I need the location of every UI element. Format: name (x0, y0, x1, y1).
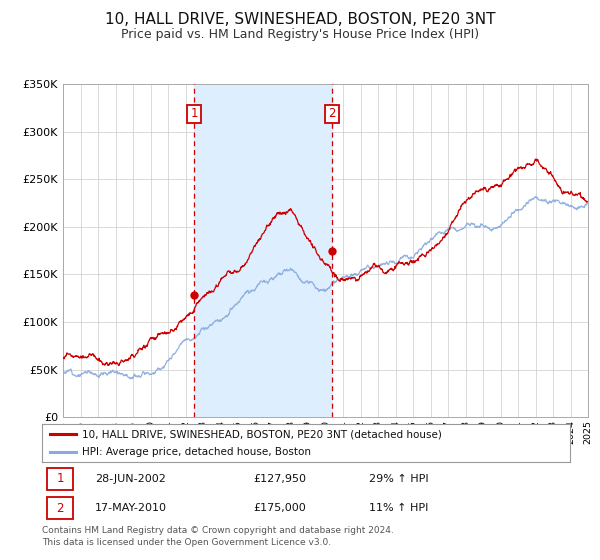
Text: 28-JUN-2002: 28-JUN-2002 (95, 474, 166, 484)
Text: Price paid vs. HM Land Registry's House Price Index (HPI): Price paid vs. HM Land Registry's House … (121, 28, 479, 41)
Text: 10, HALL DRIVE, SWINESHEAD, BOSTON, PE20 3NT (detached house): 10, HALL DRIVE, SWINESHEAD, BOSTON, PE20… (82, 429, 442, 439)
Text: 2: 2 (328, 108, 336, 120)
Text: 1: 1 (56, 473, 64, 486)
Text: £127,950: £127,950 (253, 474, 306, 484)
Text: This data is licensed under the Open Government Licence v3.0.: This data is licensed under the Open Gov… (42, 538, 331, 547)
Text: £175,000: £175,000 (253, 503, 306, 514)
Text: 10, HALL DRIVE, SWINESHEAD, BOSTON, PE20 3NT: 10, HALL DRIVE, SWINESHEAD, BOSTON, PE20… (105, 12, 495, 27)
Text: 29% ↑ HPI: 29% ↑ HPI (370, 474, 429, 484)
Text: 1: 1 (190, 108, 198, 120)
FancyBboxPatch shape (47, 497, 73, 520)
Text: HPI: Average price, detached house, Boston: HPI: Average price, detached house, Bost… (82, 447, 311, 457)
Bar (194, 84, 332, 417)
FancyBboxPatch shape (47, 468, 73, 490)
Text: 2: 2 (56, 502, 64, 515)
Text: 11% ↑ HPI: 11% ↑ HPI (370, 503, 429, 514)
Text: Contains HM Land Registry data © Crown copyright and database right 2024.: Contains HM Land Registry data © Crown c… (42, 526, 394, 535)
Text: 17-MAY-2010: 17-MAY-2010 (95, 503, 167, 514)
